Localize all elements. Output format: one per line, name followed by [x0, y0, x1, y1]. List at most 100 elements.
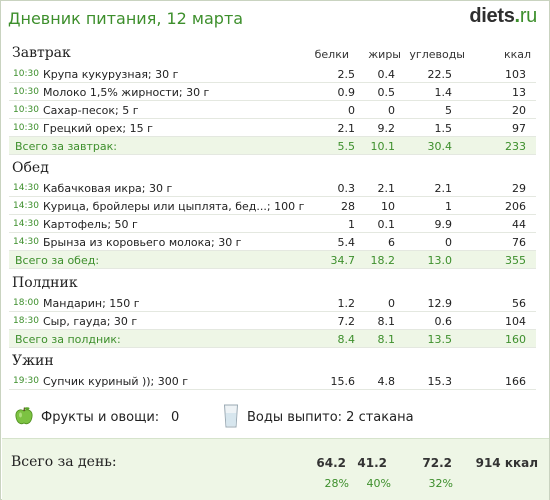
column-fat: жиры — [368, 48, 401, 61]
page-title: Дневник питания, 12 марта — [8, 9, 244, 28]
meal-total-label: Всего за завтрак: — [15, 140, 118, 153]
day-total-panel: Всего за день: 64.2 41.2 72.2 914 ккал 2… — [2, 438, 549, 500]
food-name[interactable]: Мандарин; 150 г — [43, 297, 140, 310]
fat-value: 10 — [381, 200, 395, 213]
fat-value: 2.1 — [377, 182, 396, 195]
apple-icon — [15, 407, 33, 425]
protein-value: 1.2 — [337, 297, 356, 310]
meal-total-row: Всего за обед: 34.7 18.2 13.0 355 — [9, 251, 536, 269]
kcal-value: 56 — [512, 297, 526, 310]
meal-header-snack: Полдник — [1, 273, 549, 295]
day-fat-percent: 40% — [366, 477, 391, 490]
water-label: Воды выпито: 2 стакана — [247, 410, 414, 425]
food-row[interactable]: 14:30 Курица, бройлеры или цыплята, бед.… — [9, 197, 536, 215]
header: Дневник питания, 12 марта diets.ru — [1, 1, 549, 37]
meal-title: Завтрак — [12, 45, 71, 61]
fat-value: 0.1 — [377, 218, 396, 231]
kcal-value: 97 — [512, 122, 526, 135]
time-label: 19:30 — [13, 376, 39, 386]
food-name[interactable]: Сыр, гауда; 30 г — [43, 315, 138, 328]
food-name[interactable]: Супчик куриный )); 300 г — [43, 375, 189, 388]
protein-total: 8.4 — [337, 333, 356, 346]
day-protein-total: 64.2 — [316, 456, 346, 470]
food-name[interactable]: Картофель; 50 г — [43, 218, 138, 231]
fat-total: 10.1 — [370, 140, 396, 153]
protein-value: 2.5 — [337, 68, 356, 81]
kcal-value: 103 — [505, 68, 526, 81]
fat-value: 4.8 — [377, 375, 396, 388]
food-name[interactable]: Кабачковая икра; 30 г — [43, 182, 173, 195]
brand-dot: . — [514, 5, 521, 27]
food-row[interactable]: 10:30 Крупа кукурузная; 30 г 2.5 0.4 22.… — [9, 65, 536, 83]
food-name[interactable]: Брынза из коровьего молока; 30 г — [43, 236, 242, 249]
protein-value: 28 — [341, 200, 355, 213]
protein-value: 0 — [348, 104, 355, 117]
food-name[interactable]: Крупа кукурузная; 30 г — [43, 68, 179, 81]
kcal-total: 355 — [505, 254, 526, 267]
food-row[interactable]: 10:30 Молоко 1,5% жирности; 30 г 0.9 0.5… — [9, 83, 536, 101]
water-glass-icon[interactable] — [223, 404, 239, 428]
food-row[interactable]: 18:30 Сыр, гауда; 30 г 7.2 8.1 0.6 104 — [9, 312, 536, 330]
protein-value: 5.4 — [337, 236, 356, 249]
column-kcal: ккал — [503, 48, 531, 61]
kcal-value: 29 — [512, 182, 526, 195]
time-label: 18:30 — [13, 316, 39, 326]
protein-total: 34.7 — [330, 254, 356, 267]
carbs-value: 2.1 — [434, 182, 453, 195]
meal-total-label: Всего за обед: — [15, 254, 100, 267]
time-label: 10:30 — [13, 87, 39, 97]
day-carbs-percent: 32% — [428, 477, 453, 490]
food-name[interactable]: Молоко 1,5% жирности; 30 г — [43, 86, 210, 99]
food-row[interactable]: 18:00 Мандарин; 150 г 1.2 0 12.9 56 — [9, 294, 536, 312]
column-carbs: углеводы — [409, 48, 465, 61]
protein-value: 2.1 — [337, 122, 356, 135]
carbs-value: 15.3 — [427, 375, 453, 388]
extras-row: Фрукты и овощи: 0 Воды выпито: 2 стакана — [1, 401, 549, 437]
kcal-value: 44 — [512, 218, 526, 231]
fruits-value[interactable]: 0 — [171, 410, 180, 425]
carbs-value: 0.6 — [434, 315, 453, 328]
meal-total-row: Всего за полдник: 8.4 8.1 13.5 160 — [9, 330, 536, 348]
time-label: 14:30 — [13, 219, 39, 229]
time-label: 18:00 — [13, 298, 39, 308]
food-row[interactable]: 10:30 Грецкий орех; 15 г 2.1 9.2 1.5 97 — [9, 119, 536, 137]
carbs-value: 22.5 — [427, 68, 453, 81]
carbs-total: 13.0 — [427, 254, 453, 267]
carbs-value: 12.9 — [427, 297, 453, 310]
food-name[interactable]: Курица, бройлеры или цыплята, бед...; 10… — [43, 200, 305, 213]
fat-value: 6 — [388, 236, 395, 249]
meal-total-row: Всего за завтрак: 5.5 10.1 30.4 233 — [9, 137, 536, 155]
meal-title: Ужин — [12, 353, 54, 369]
food-row[interactable]: 14:30 Брынза из коровьего молока; 30 г 5… — [9, 233, 536, 251]
fat-value: 0.4 — [377, 68, 396, 81]
meal-total-label: Всего за полдник: — [15, 333, 121, 346]
food-name[interactable]: Грецкий орех; 15 г — [43, 122, 153, 135]
carbs-value: 0 — [445, 236, 452, 249]
food-row[interactable]: 14:30 Картофель; 50 г 1 0.1 9.9 44 — [9, 215, 536, 233]
meal-header-dinner: Ужин — [1, 351, 549, 373]
brand-main: diets — [469, 5, 515, 27]
brand-logo[interactable]: diets.ru — [469, 5, 537, 28]
carbs-total: 30.4 — [427, 140, 453, 153]
time-label: 10:30 — [13, 69, 39, 79]
kcal-total: 160 — [505, 333, 526, 346]
kcal-value: 166 — [505, 375, 526, 388]
protein-value: 7.2 — [337, 315, 356, 328]
fat-value: 9.2 — [377, 122, 396, 135]
kcal-value: 104 — [505, 315, 526, 328]
brand-tld: ru — [519, 5, 537, 27]
time-label: 10:30 — [13, 123, 39, 133]
meal-header-breakfast: Завтрак белки жиры углеводы ккал — [1, 43, 549, 65]
food-row[interactable]: 19:30 Супчик куриный )); 300 г 15.6 4.8 … — [9, 372, 536, 390]
food-row[interactable]: 10:30 Сахар-песок; 5 г 0 0 5 20 — [9, 101, 536, 119]
time-label: 14:30 — [13, 237, 39, 247]
meal-title: Обед — [12, 160, 49, 176]
time-label: 14:30 — [13, 201, 39, 211]
time-label: 14:30 — [13, 183, 39, 193]
food-name[interactable]: Сахар-песок; 5 г — [43, 104, 139, 117]
kcal-value: 206 — [505, 200, 526, 213]
food-row[interactable]: 14:30 Кабачковая икра; 30 г 0.3 2.1 2.1 … — [9, 179, 536, 197]
fat-value: 0 — [388, 104, 395, 117]
day-protein-percent: 28% — [324, 477, 349, 490]
day-kcal-total: 914 ккал — [475, 456, 538, 470]
